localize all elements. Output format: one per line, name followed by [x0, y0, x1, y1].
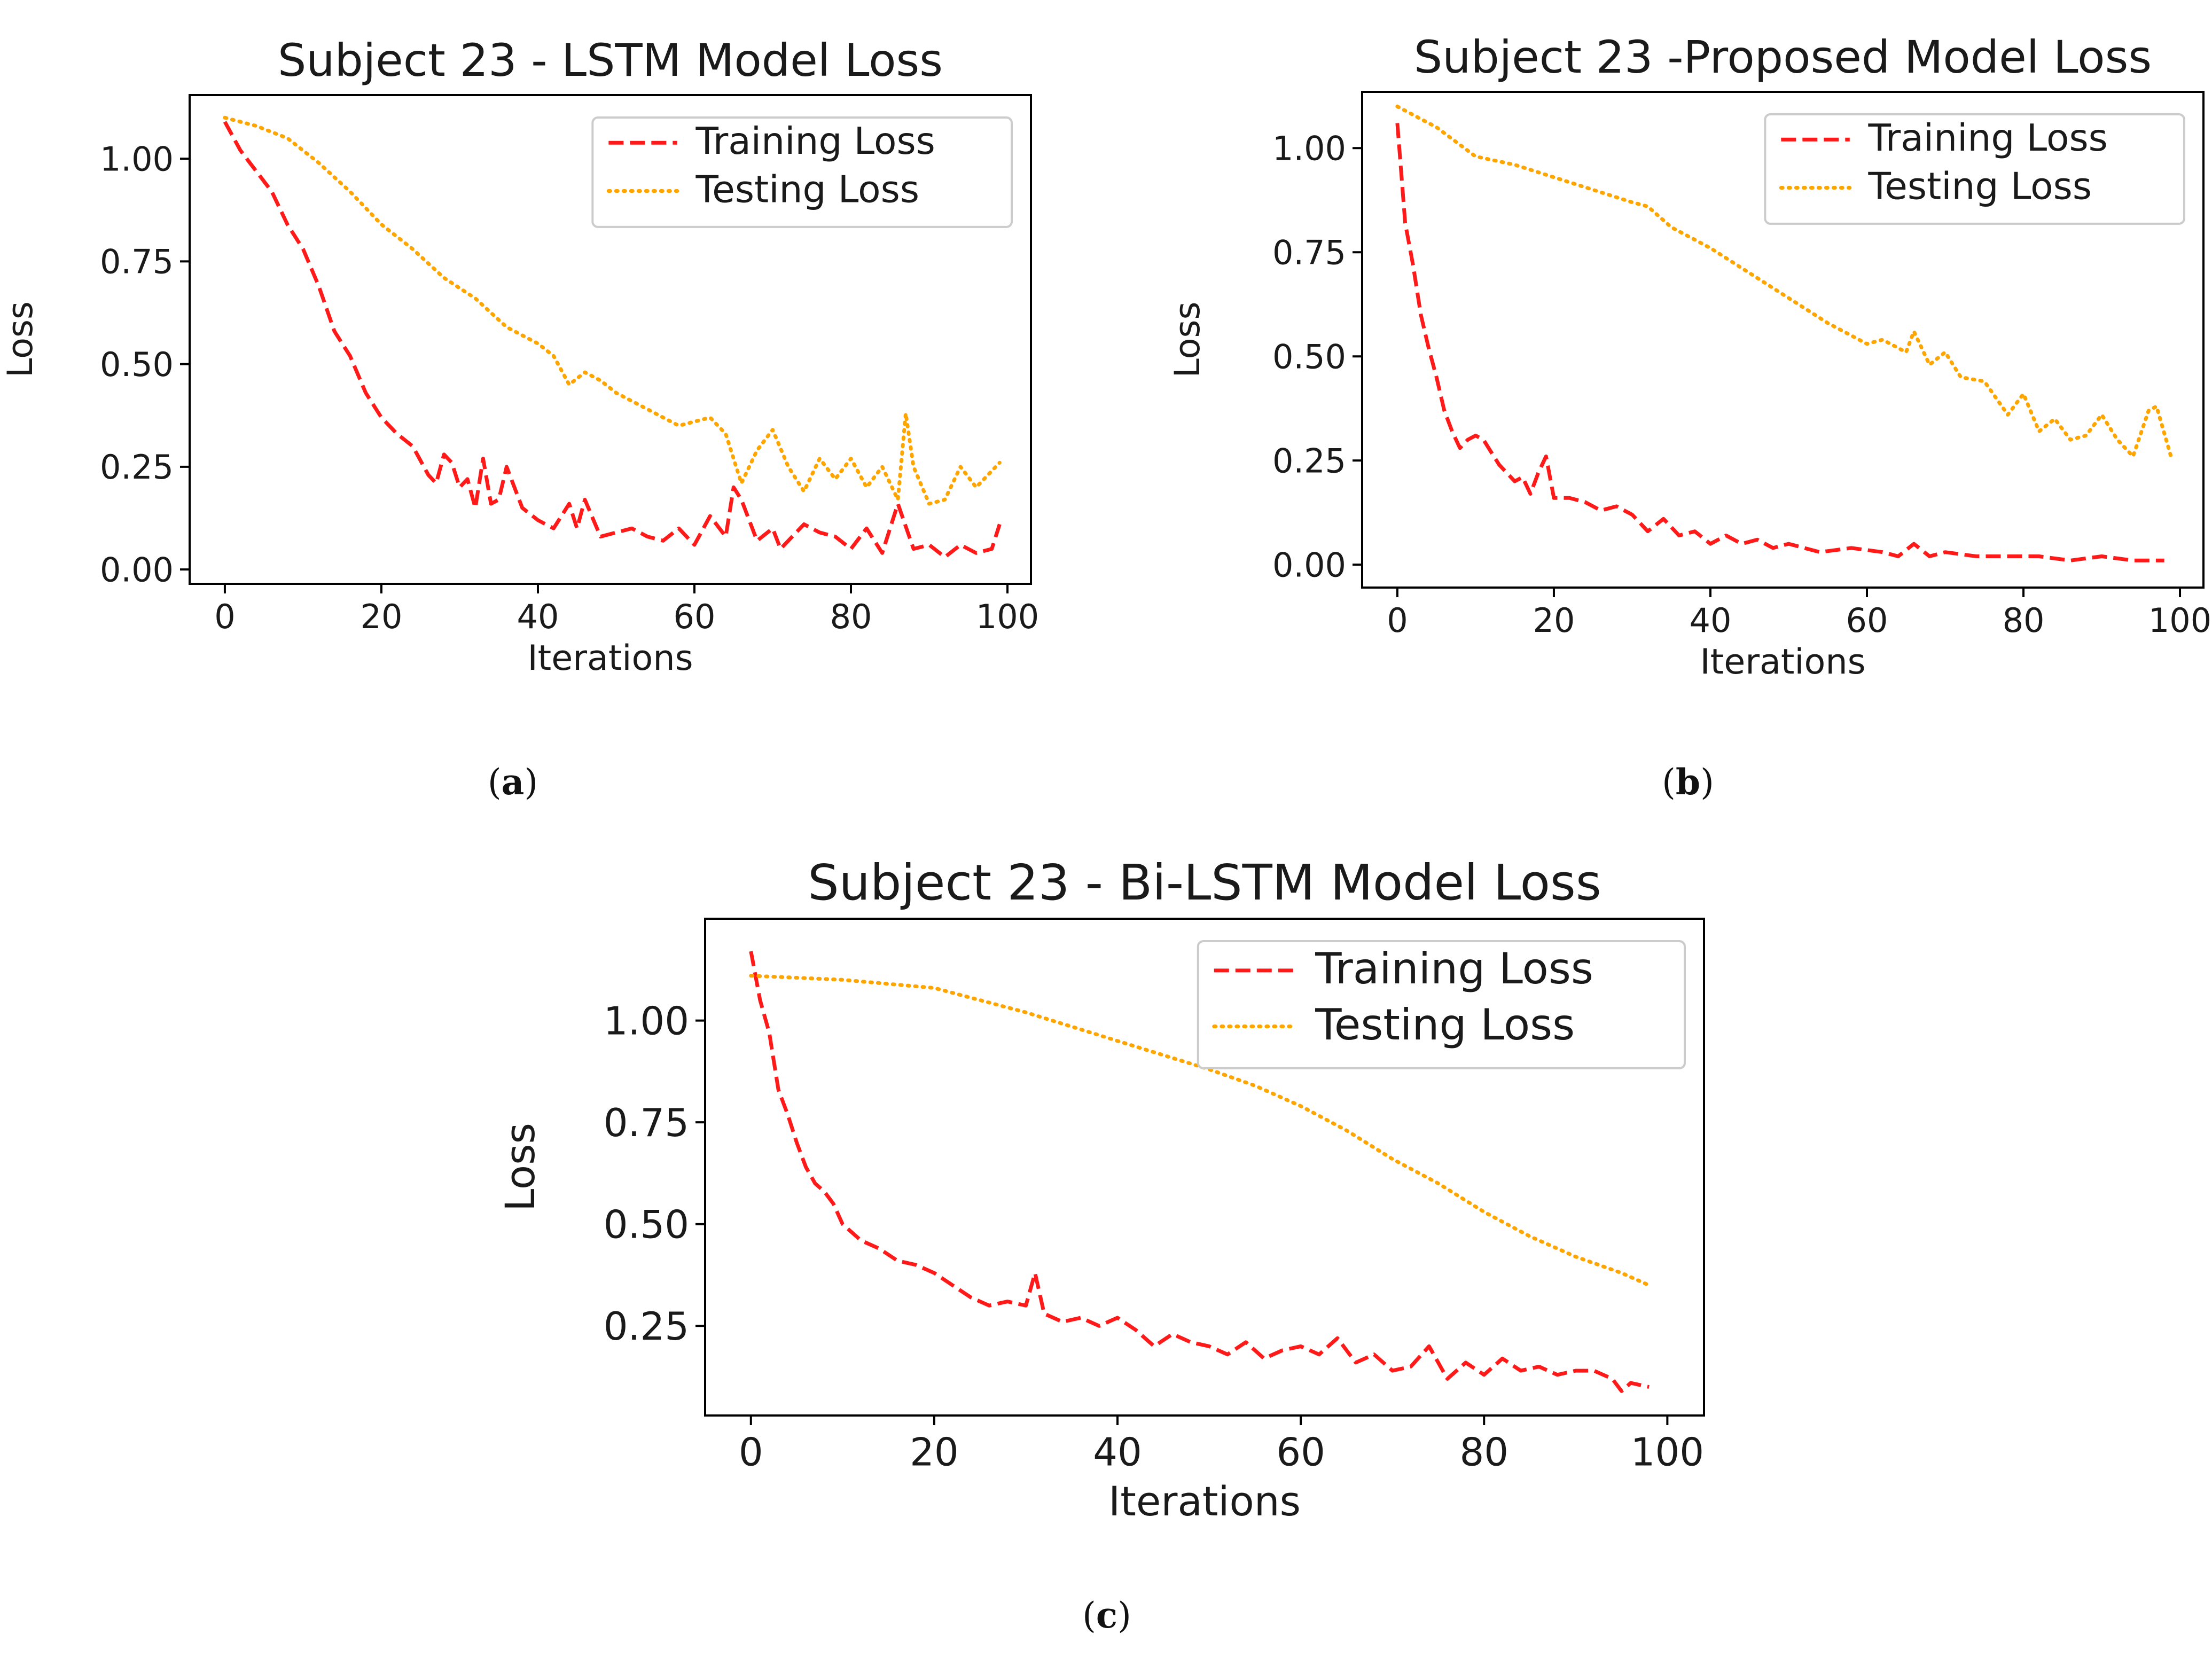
legend-label: Testing Loss: [695, 168, 920, 211]
x-tick-label: 60: [1846, 601, 1888, 640]
series-line-testing: [749, 974, 1651, 1287]
series-line-testing: [223, 115, 1002, 506]
x-tick-label: 40: [1093, 1430, 1142, 1475]
y-axis-label: Loss: [1168, 302, 1208, 378]
y-tick-label: 0.75: [604, 1100, 689, 1145]
series-line-testing: [1395, 104, 2174, 463]
chart-title: Subject 23 - Bi-LSTM Model Loss: [808, 854, 1601, 911]
y-tick-label: 0.75: [100, 243, 174, 281]
legend-label: Training Loss: [695, 120, 935, 163]
series-line-training: [749, 951, 1650, 1393]
legend-label: Testing Loss: [1868, 165, 2092, 208]
x-tick-label: 100: [976, 597, 1039, 636]
chart-title: Subject 23 - LSTM Model Loss: [278, 34, 943, 87]
x-tick-label: 100: [1631, 1430, 1704, 1475]
plot-frame: [704, 918, 1705, 1417]
x-axis-label: Iterations: [1108, 1478, 1301, 1525]
plot-frame: [189, 94, 1032, 585]
x-tick-label: 20: [361, 597, 403, 636]
x-tick-label: 0: [1387, 601, 1408, 640]
y-tick-label: 0.50: [100, 345, 174, 384]
chart-2: Subject 23 - Bi-LSTM Model Loss 0 20 40 60 80…: [497, 854, 1705, 1525]
x-tick-label: 60: [1276, 1430, 1325, 1475]
y-tick-label: 0.00: [1272, 545, 1346, 584]
legend-label: Testing Loss: [1315, 1000, 1575, 1050]
chart-title: Subject 23 -Proposed Model Loss: [1414, 31, 2152, 83]
x-tick-label: 0: [739, 1430, 763, 1475]
y-tick-label: 0.75: [1272, 233, 1346, 272]
legend-label: Training Loss: [1868, 117, 2108, 160]
y-tick-label: 0.00: [100, 550, 174, 589]
y-tick-label: 0.25: [604, 1304, 689, 1349]
x-tick-label: 60: [674, 597, 716, 636]
legend-label: Training Loss: [1315, 944, 1593, 994]
y-tick-label: 1.00: [100, 140, 174, 179]
chart-0: Subject 23 - LSTM Model Loss 0 20 40 60 80 100…: [1, 34, 1039, 678]
series-line-training: [1395, 123, 2164, 562]
legend-box: [1197, 940, 1686, 1069]
y-tick-label: 0.25: [100, 448, 174, 487]
plot-frame: [1361, 91, 2205, 589]
x-tick-label: 40: [1690, 601, 1732, 640]
y-tick-label: 1.00: [604, 998, 689, 1043]
x-tick-label: 100: [2148, 601, 2211, 640]
legend-box: [591, 116, 1013, 228]
y-axis-label: Loss: [497, 1123, 544, 1211]
x-axis-label: Iterations: [527, 638, 693, 678]
y-tick-label: 1.00: [1272, 129, 1346, 168]
legend-box: [1764, 113, 2185, 225]
x-tick-label: 40: [517, 597, 559, 636]
panel-label-a: (a): [487, 761, 538, 803]
x-tick-label: 80: [830, 597, 872, 636]
x-axis-label: Iterations: [1700, 642, 1865, 682]
x-tick-label: 20: [1533, 601, 1575, 640]
y-tick-label: 0.25: [1272, 441, 1346, 480]
y-axis-label: Loss: [1, 301, 41, 378]
chart-1: Subject 23 -Proposed Model Loss 0 20 40 60 80…: [1168, 31, 2211, 682]
x-tick-label: 0: [214, 597, 235, 636]
y-tick-label: 0.50: [604, 1202, 689, 1247]
series-line-training: [223, 121, 1002, 559]
x-tick-label: 20: [910, 1430, 959, 1475]
panel-label-b: (b): [1662, 761, 1714, 803]
x-tick-label: 80: [2003, 601, 2045, 640]
y-tick-label: 0.50: [1272, 338, 1346, 377]
x-tick-label: 80: [1459, 1430, 1508, 1475]
panel-label-c: (c): [1082, 1594, 1131, 1636]
